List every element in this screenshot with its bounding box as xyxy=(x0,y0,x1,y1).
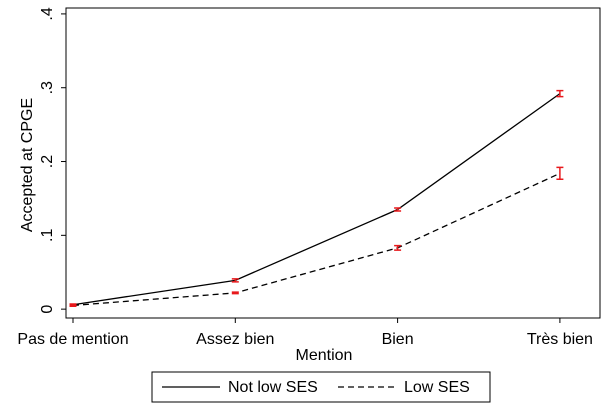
error-bar xyxy=(231,291,239,295)
x-tick-label: Bien xyxy=(382,331,414,348)
error-bar xyxy=(556,166,564,180)
x-tick-label: Très bien xyxy=(527,331,593,348)
x-tick-label: Pas de mention xyxy=(17,331,128,348)
series-line xyxy=(72,93,561,306)
error-bar xyxy=(69,303,77,307)
y-tick-label: .2 xyxy=(39,155,56,168)
y-axis-label: Accepted at CPGE xyxy=(19,98,36,232)
error-bar xyxy=(556,89,564,98)
x-tick-label: Assez bien xyxy=(196,331,274,348)
series-line xyxy=(72,172,561,307)
error-bar xyxy=(394,244,402,251)
y-tick-label: 0 xyxy=(39,305,56,314)
plot-frame xyxy=(65,7,601,319)
y-tick-label: .3 xyxy=(39,81,56,94)
legend-label: Low SES xyxy=(404,379,470,396)
legend-label: Not low SES xyxy=(228,379,318,396)
y-tick-label: .1 xyxy=(39,229,56,242)
error-bar xyxy=(231,278,239,283)
error-bar xyxy=(394,207,402,212)
x-axis-label: Mention xyxy=(296,347,353,364)
y-tick-label: .4 xyxy=(39,7,56,20)
legend xyxy=(151,371,491,403)
